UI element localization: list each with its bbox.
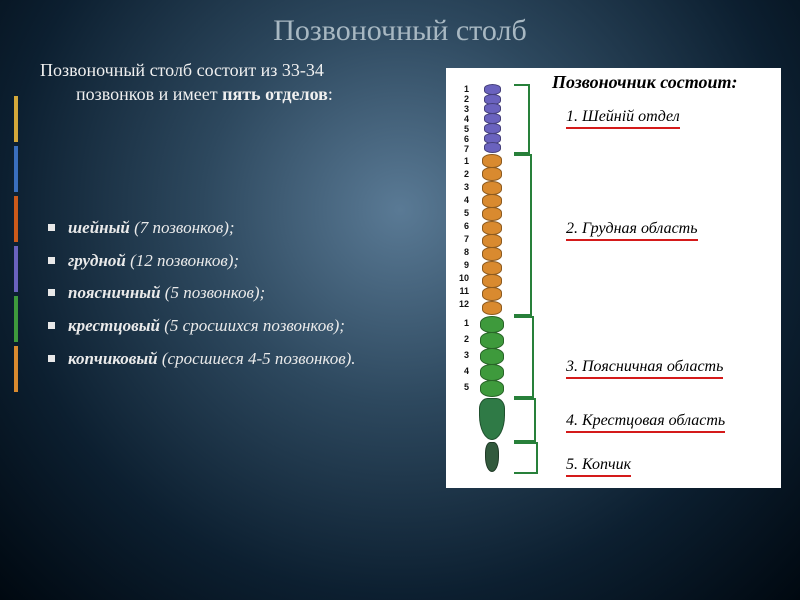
vertebra <box>482 247 502 261</box>
vertebra-number: 8 <box>451 247 469 257</box>
vertebra <box>482 207 502 221</box>
vertebra-number: 3 <box>451 350 469 360</box>
diagram-title: Позвоночник состоит: <box>552 72 738 93</box>
vertebra <box>484 142 501 153</box>
vertebra-number: 6 <box>451 134 469 144</box>
vertebra-number: 3 <box>451 104 469 114</box>
vertebra-number: 5 <box>451 124 469 134</box>
section-item: грудной (12 позвонков); <box>44 250 420 273</box>
region-bracket <box>514 398 536 442</box>
vertebra-number: 5 <box>451 208 469 218</box>
region-label: 1. Шейній отдел <box>566 108 680 129</box>
section-detail: (12 позвонков); <box>126 251 239 270</box>
section-name: крестцовый <box>68 316 160 335</box>
vertebra <box>482 154 502 168</box>
vertebra-number: 1 <box>451 156 469 166</box>
slide: Позвоночный столб Позвоночный столб сост… <box>0 0 800 600</box>
region-bracket <box>514 442 538 474</box>
edge-stripe <box>14 96 18 142</box>
vertebra-number: 7 <box>451 234 469 244</box>
vertebra-number: 1 <box>451 318 469 328</box>
section-detail: (7 позвонков); <box>130 218 235 237</box>
vertebra-number: 1 <box>451 84 469 94</box>
section-item: копчиковый (сросшиеся 4-5 позвонков). <box>44 348 420 371</box>
vertebra-number: 2 <box>451 169 469 179</box>
spine-diagram: 123456712345678910111212345 Позвоночник … <box>446 68 781 488</box>
intro-line1: Позвоночный столб состоит из 33-34 <box>40 60 324 80</box>
region-label: 4. Крестцовая область <box>566 412 725 433</box>
section-detail: (5 позвонков); <box>161 283 266 302</box>
edge-stripe <box>14 146 18 192</box>
vertebra <box>482 287 502 301</box>
spine-column <box>474 78 508 478</box>
vertebra <box>479 398 505 440</box>
vertebra-number: 5 <box>451 382 469 392</box>
vertebra-number: 4 <box>451 195 469 205</box>
vertebra-number: 2 <box>451 334 469 344</box>
vertebra <box>485 442 499 472</box>
section-item: шейный (7 позвонков); <box>44 217 420 240</box>
vertebra-number: 4 <box>451 366 469 376</box>
section-name: поясничный <box>68 283 161 302</box>
edge-stripe <box>14 296 18 342</box>
intro-text: Позвоночный столб состоит из 33-34 позво… <box>40 58 420 107</box>
vertebra-number: 10 <box>451 273 469 283</box>
section-name: копчиковый <box>68 349 158 368</box>
vertebra-number: 6 <box>451 221 469 231</box>
edge-stripe <box>14 196 18 242</box>
right-column: 123456712345678910111212345 Позвоночник … <box>446 68 781 488</box>
vertebra <box>480 364 504 381</box>
region-label: 3. Поясничная область <box>566 358 723 379</box>
edge-stripe <box>14 346 18 392</box>
vertebra <box>482 181 502 195</box>
sections-list: шейный (7 позвонков);грудной (12 позвонк… <box>40 217 420 372</box>
section-name: шейный <box>68 218 130 237</box>
vertebra <box>482 301 502 315</box>
vertebra <box>480 380 504 397</box>
intro-line2: позвонков и имеет пять отделов: <box>40 82 420 106</box>
vertebra-number: 7 <box>451 144 469 154</box>
vertebra <box>482 167 502 181</box>
vertebra-number: 2 <box>451 94 469 104</box>
vertebra <box>482 274 502 288</box>
vertebra <box>480 316 504 333</box>
vertebra <box>480 348 504 365</box>
vertebra-number: 11 <box>451 286 469 296</box>
vertebra <box>482 221 502 235</box>
region-bracket <box>514 84 530 154</box>
section-detail: (5 сросшихся позвонков); <box>160 316 345 335</box>
vertebra <box>480 332 504 349</box>
region-brackets <box>514 78 544 478</box>
vertebra-number: 9 <box>451 260 469 270</box>
section-name: грудной <box>68 251 126 270</box>
edge-sliver <box>0 96 18 396</box>
vertebra-number: 3 <box>451 182 469 192</box>
vertebra <box>482 261 502 275</box>
content-row: Позвоночный столб состоит из 33-34 позво… <box>0 58 800 488</box>
region-bracket <box>514 316 534 398</box>
slide-title: Позвоночный столб <box>0 0 800 58</box>
vertebra <box>482 234 502 248</box>
section-item: поясничный (5 позвонков); <box>44 282 420 305</box>
region-bracket <box>514 154 532 316</box>
section-detail: (сросшиеся 4-5 позвонков). <box>158 349 356 368</box>
region-label: 5. Копчик <box>566 456 631 477</box>
vertebra-number: 4 <box>451 114 469 124</box>
region-label: 2. Грудная область <box>566 220 698 241</box>
left-column: Позвоночный столб состоит из 33-34 позво… <box>40 58 420 488</box>
vertebra <box>482 194 502 208</box>
section-item: крестцовый (5 сросшихся позвонков); <box>44 315 420 338</box>
edge-stripe <box>14 246 18 292</box>
vertebra-number: 12 <box>451 299 469 309</box>
